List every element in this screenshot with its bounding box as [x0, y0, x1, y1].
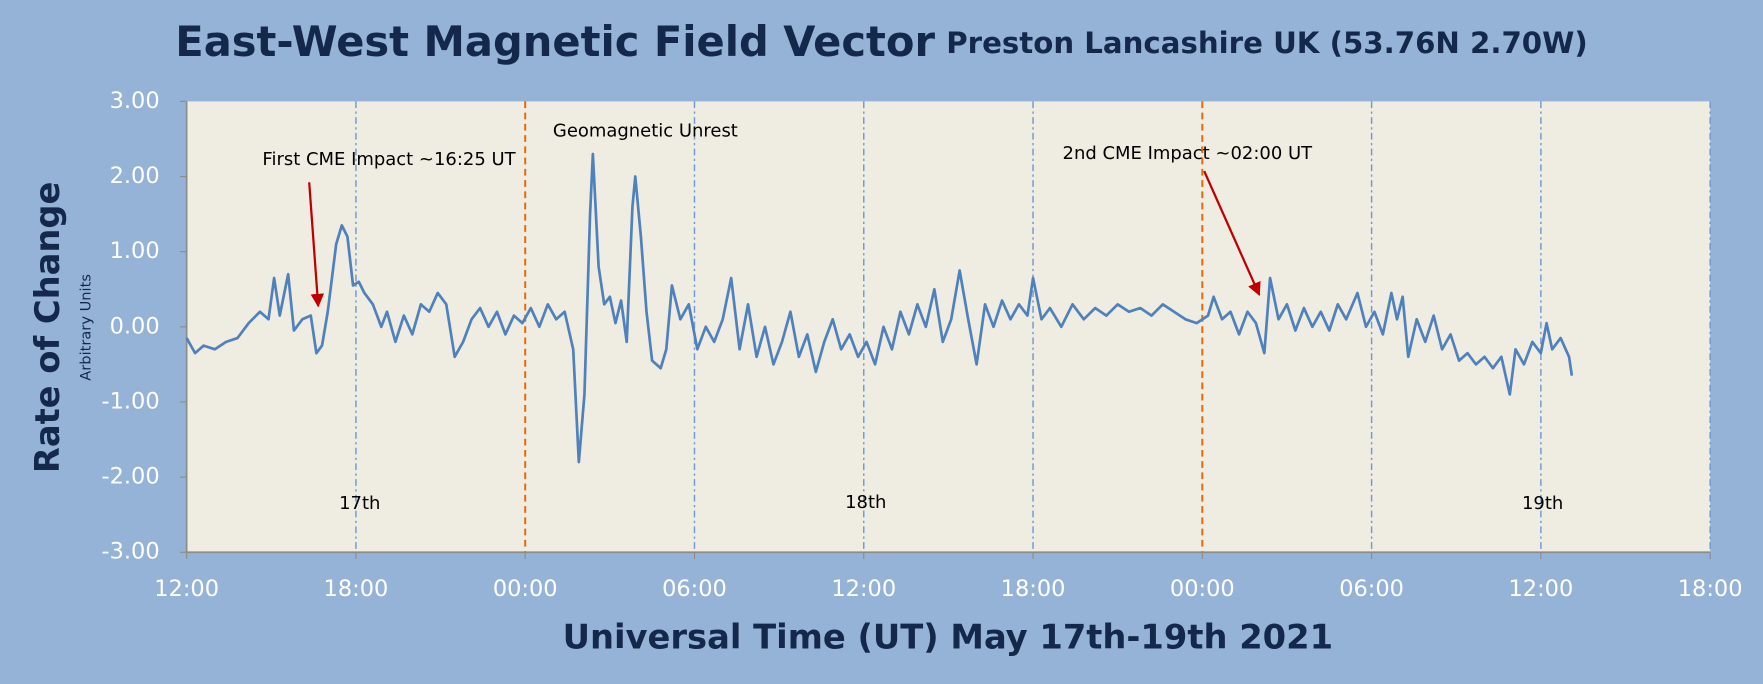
x-tick-label: 18:00 [1001, 576, 1066, 602]
annotation: 2nd CME Impact ~02:00 UT [1063, 143, 1314, 164]
title-line: East-West Magnetic Field Vector Preston L… [175, 17, 1587, 66]
annotation: 17th [339, 493, 380, 514]
x-tick-label: 06:00 [662, 576, 727, 602]
annotation-arrow [1203, 170, 1261, 297]
x-tick-label: 00:00 [493, 576, 558, 602]
x-tick-label: 12:00 [1508, 576, 1573, 602]
y-tick-label: -1.00 [102, 388, 160, 414]
x-axis-label: Universal Time (UT) May 17th-19th 2021 [563, 617, 1333, 656]
x-tick-label: 18:00 [324, 576, 389, 602]
x-tick-label: 06:00 [1339, 576, 1404, 602]
chart-subtitle: Preston Lancashire UK (53.76N 2.70W) [946, 26, 1587, 60]
annotation: First CME Impact ~16:25 UT [262, 149, 516, 170]
y-tick-label: -2.00 [102, 464, 160, 490]
x-tick-label: 12:00 [831, 576, 896, 602]
chart-title: East-West Magnetic Field Vector [175, 17, 935, 66]
y-axis-sublabel: Arbitrary Units [78, 274, 95, 381]
annotation-arrow [308, 182, 325, 308]
y-axis-label: Rate of Change [28, 182, 67, 474]
annotation: 18th [845, 492, 886, 513]
x-tick-label: 00:00 [1170, 576, 1235, 602]
y-tick-label: -3.00 [102, 539, 160, 565]
y-tick-label: 2.00 [110, 163, 160, 189]
data-line [185, 152, 1574, 464]
x-tick-label: 18:00 [1678, 576, 1743, 602]
annotation: Geomagnetic Unrest [553, 121, 738, 142]
x-tick-label: 12:00 [154, 576, 219, 602]
y-tick-label: 0.00 [110, 313, 160, 339]
y-tick-label: 3.00 [110, 88, 160, 114]
annotation: 19th [1522, 493, 1563, 514]
y-tick-label: 1.00 [110, 238, 160, 264]
